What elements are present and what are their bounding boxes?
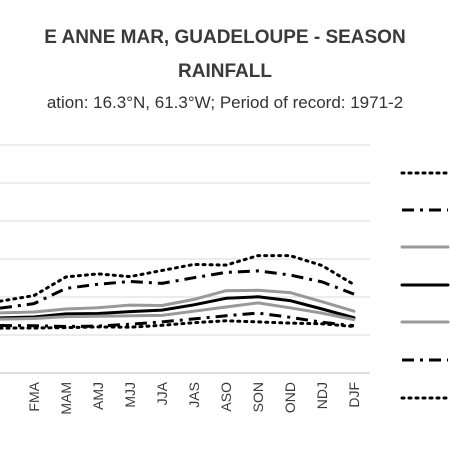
- x-tick-labels: FMA MAM AMJ MJJ JJA JAS ASO SON OND NDJ DJF: [26, 381, 362, 414]
- x-tick-label: FMA: [26, 381, 42, 411]
- chart-title-line2: RAINFALL: [178, 61, 272, 82]
- series-line-5: [0, 301, 356, 322]
- x-tick-label: NDJ: [314, 382, 330, 409]
- series-line-4: [0, 295, 356, 320]
- x-tick-label: JAS: [186, 382, 202, 408]
- chart-title-line1: E ANNE MAR, GUADELOUPE - SEASON: [44, 27, 406, 48]
- x-tick-label: MJJ: [122, 382, 138, 408]
- series-line-6: [0, 311, 355, 328]
- series-line-7: [0, 319, 356, 330]
- x-tick-label: MAM: [58, 382, 74, 415]
- x-tick-label: JJA: [154, 381, 170, 405]
- x-tick-label: AMJ: [90, 382, 106, 410]
- x-tick-label: ASO: [218, 382, 234, 412]
- x-tick-label: OND: [282, 382, 298, 413]
- legend: [400, 171, 450, 400]
- chart-subtitle: ation: 16.3°N, 61.3°W; Period of record:…: [46, 93, 404, 112]
- series-lines: [0, 254, 356, 330]
- series-line-3: [0, 288, 356, 315]
- series-line-2: [0, 269, 355, 310]
- series-line-1: [0, 254, 356, 303]
- x-tick-label: SON: [250, 382, 266, 412]
- x-tick-label: DJF: [346, 382, 362, 408]
